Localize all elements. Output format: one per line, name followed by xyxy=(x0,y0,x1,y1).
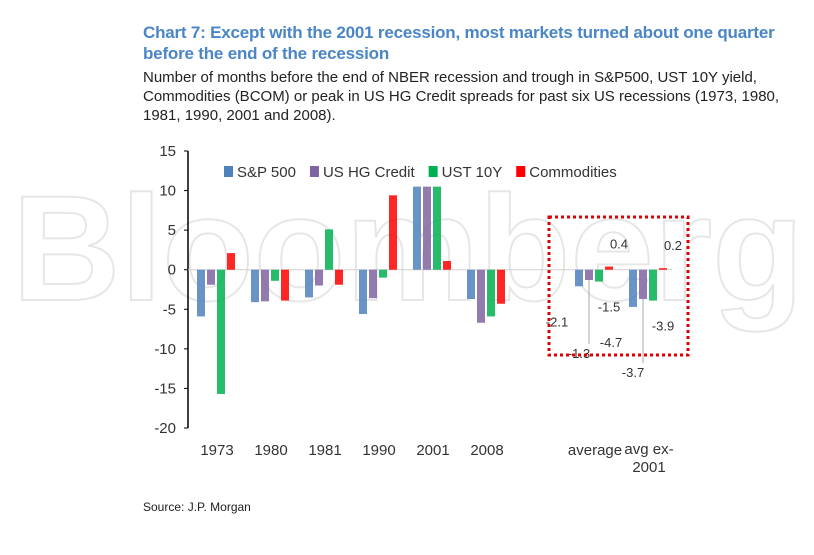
x-tick-label-avg-ex-2001: avg ex-2001 xyxy=(624,441,674,476)
y-tick-label: -15 xyxy=(154,380,176,397)
bar-us-hg-credit-2001 xyxy=(423,186,431,270)
data-label: -2.1 xyxy=(546,314,568,329)
bar-commodities-1981 xyxy=(335,269,343,285)
bar-s-p-500-1981 xyxy=(305,269,313,298)
y-tick-label: 0 xyxy=(168,262,176,279)
bar-ust-10y-avg ex-2001 xyxy=(649,269,657,301)
bar-s-p-500-1980 xyxy=(251,269,259,303)
x-tick-label: average xyxy=(568,442,622,459)
legend-label: US HG Credit xyxy=(323,164,416,181)
source-note: Source: J.P. Morgan xyxy=(143,500,251,514)
x-tick-label: 1990 xyxy=(362,442,395,459)
data-label: -4.7 xyxy=(600,335,622,350)
legend-label: S&P 500 xyxy=(237,164,296,181)
data-label: -1.5 xyxy=(598,300,620,315)
y-tick-label: -5 xyxy=(163,301,176,318)
bar-ust-10y-average xyxy=(595,269,603,282)
x-tick-label: 1973 xyxy=(200,442,233,459)
legend-swatch xyxy=(428,166,438,177)
bar-us-hg-credit-avg ex-2001 xyxy=(639,269,647,299)
watermark-logo: Bloomberg xyxy=(12,164,804,332)
data-label: 0.4 xyxy=(610,237,628,252)
legend-label: Commodities xyxy=(529,164,617,181)
bar-ust-10y-1980 xyxy=(271,269,279,281)
bar-ust-10y-2001 xyxy=(433,186,441,270)
x-tick-label: 1981 xyxy=(308,442,341,459)
bar-us-hg-credit-1990 xyxy=(369,269,377,299)
y-tick-label: -10 xyxy=(154,341,176,358)
bar-commodities-2008 xyxy=(497,269,505,304)
bar-s-p-500-1990 xyxy=(359,269,367,315)
data-label: 0.2 xyxy=(664,238,682,253)
bar-commodities-avg ex-2001 xyxy=(659,268,667,270)
data-label: -3.7 xyxy=(622,365,644,380)
y-tick-label: -20 xyxy=(154,420,176,437)
legend-swatch xyxy=(224,166,233,177)
bar-commodities-1990 xyxy=(389,195,397,270)
bar-us-hg-credit-1980 xyxy=(261,269,269,302)
legend-label: UST 10Y xyxy=(442,164,503,181)
bar-s-p-500-avg ex-2001 xyxy=(629,269,637,307)
bar-ust-10y-1981 xyxy=(325,229,333,270)
bar-us-hg-credit-1973 xyxy=(207,269,215,285)
bar-ust-10y-1990 xyxy=(379,269,387,278)
x-tick-label: 1980 xyxy=(254,442,287,459)
y-tick-label: 5 xyxy=(168,222,176,239)
bar-us-hg-credit-1981 xyxy=(315,269,323,286)
x-tick-label: 2001 xyxy=(416,442,449,459)
x-tick-label: 2008 xyxy=(470,442,503,459)
bar-commodities-1980 xyxy=(281,269,289,301)
bar-commodities-1973 xyxy=(227,253,235,270)
chart-title: Chart 7: Except with the 2001 recession,… xyxy=(143,23,775,63)
legend-swatch xyxy=(516,166,526,177)
bar-s-p-500-2001 xyxy=(413,186,421,270)
bar-commodities-average xyxy=(605,266,613,270)
legend-swatch xyxy=(309,166,319,177)
bar-s-p-500-2008 xyxy=(467,269,475,299)
bar-s-p-500-average xyxy=(575,269,583,287)
data-label: -3.9 xyxy=(652,319,674,334)
bar-us-hg-credit-2008 xyxy=(477,269,485,323)
chart-subtitle: Number of months before the end of NBER … xyxy=(143,69,780,124)
bar-ust-10y-1973 xyxy=(217,269,225,394)
bar-ust-10y-2008 xyxy=(487,269,495,317)
bar-us-hg-credit-average xyxy=(585,269,593,281)
bar-s-p-500-1973 xyxy=(197,269,205,317)
y-tick-label: 10 xyxy=(159,183,176,200)
y-tick-label: 15 xyxy=(159,143,176,160)
bar-commodities-2001 xyxy=(443,261,451,270)
